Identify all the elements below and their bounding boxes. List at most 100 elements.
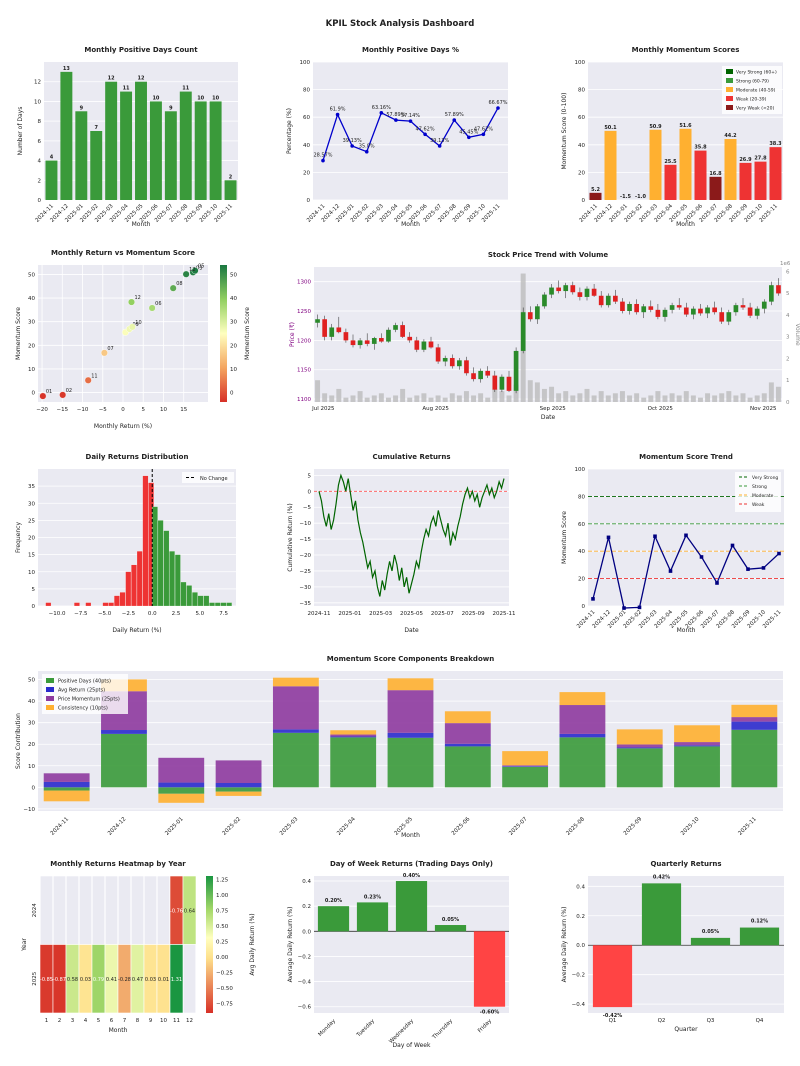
bar bbox=[739, 927, 780, 946]
volume-bar bbox=[648, 395, 654, 402]
return-vs-momentum-ytick: 10 bbox=[28, 367, 35, 373]
candle-body bbox=[322, 319, 327, 337]
ytick: 1200 bbox=[297, 338, 311, 344]
volume-bar bbox=[619, 391, 625, 402]
data-label: 50.9 bbox=[649, 124, 662, 130]
stacked-segment bbox=[330, 730, 377, 735]
candle-body bbox=[478, 370, 483, 380]
candle-body bbox=[421, 341, 427, 350]
legend-swatch bbox=[726, 69, 733, 74]
point-label: 06 bbox=[155, 301, 161, 307]
stacked-segment bbox=[43, 790, 90, 802]
data-label: 0.42% bbox=[653, 874, 670, 880]
xtick: −5.0 bbox=[98, 611, 112, 617]
candle-body bbox=[584, 288, 590, 297]
volume-bar bbox=[556, 393, 562, 402]
momentum-trend-ytick: 100 bbox=[575, 467, 586, 473]
volume-axis-label: Volume bbox=[794, 323, 800, 346]
daily-returns-dist-ytick: 35 bbox=[28, 484, 35, 490]
histogram-bin bbox=[169, 551, 175, 607]
bar bbox=[194, 101, 207, 200]
score-components-xtick: 2025-03 bbox=[279, 816, 300, 837]
histogram-bin bbox=[114, 595, 120, 607]
histogram-bin bbox=[136, 551, 143, 607]
volume-bar bbox=[662, 395, 668, 402]
daily-returns-dist-ytick: 25 bbox=[28, 518, 35, 524]
scatter-point bbox=[191, 267, 199, 275]
histogram-bin bbox=[214, 602, 221, 607]
xtick: 2025-01 bbox=[338, 611, 361, 617]
candle-body bbox=[549, 287, 554, 295]
bar bbox=[90, 131, 103, 200]
heatmap-cell-label: -0.76 bbox=[170, 908, 183, 914]
stacked-segment bbox=[43, 787, 90, 791]
data-point bbox=[423, 132, 427, 137]
candle-body bbox=[761, 301, 767, 309]
heatmap-cell-label: 0.03 bbox=[80, 977, 91, 983]
score-components-panel: Momentum Score Components Breakdown Month… bbox=[15, 655, 783, 839]
xtick: 8 bbox=[136, 1018, 140, 1024]
histogram-bin bbox=[220, 602, 227, 607]
colorbar-label: Momentum Score bbox=[244, 307, 251, 360]
stacked-segment bbox=[559, 733, 606, 738]
heatmap-cell-label: 0.58 bbox=[67, 977, 78, 983]
day-of-week-title: Day of Week Returns (Trading Days Only) bbox=[330, 860, 493, 868]
xtick: 2025-09 bbox=[462, 611, 485, 617]
cumulative-returns-title: Cumulative Returns bbox=[372, 453, 450, 461]
volume-bar bbox=[485, 397, 491, 402]
volume-bar bbox=[364, 397, 370, 402]
positive-days-pct-xlabel: Month bbox=[401, 221, 420, 228]
stacked-segment bbox=[330, 734, 377, 737]
stacked-segment bbox=[731, 729, 778, 788]
legend-swatch bbox=[46, 696, 54, 701]
cumulative-returns-ytick: −25 bbox=[299, 569, 311, 575]
scatter-point bbox=[182, 270, 190, 278]
data-label: 2 bbox=[229, 174, 233, 180]
daily-returns-dist-title: Daily Returns Distribution bbox=[86, 453, 189, 461]
data-label: 66.67% bbox=[488, 100, 507, 106]
score-components-ytick: 0 bbox=[32, 785, 36, 791]
data-point bbox=[321, 158, 325, 163]
quarterly-xlabel: Quarter bbox=[674, 1026, 698, 1033]
volume-bar bbox=[421, 393, 427, 402]
momentum-scores-title: Monthly Momentum Scores bbox=[632, 46, 740, 54]
data-point bbox=[394, 118, 398, 122]
data-label: -1.0 bbox=[635, 194, 646, 200]
stacked-segment bbox=[559, 692, 606, 706]
heatmap-cell-empty bbox=[118, 875, 132, 945]
data-label: 35.0% bbox=[359, 144, 375, 150]
quarterly-ytick: 0.0 bbox=[576, 943, 585, 949]
momentum-trend-panel: Momentum Score Trend Month Momentum Score 0… bbox=[561, 453, 784, 634]
data-point bbox=[452, 118, 457, 122]
candle-body bbox=[442, 357, 448, 362]
ytick: 1250 bbox=[297, 309, 311, 315]
xtick: 7.5 bbox=[219, 611, 228, 617]
colorbar-tick: 20 bbox=[230, 343, 237, 349]
xtick: 2024-11 bbox=[308, 611, 331, 617]
candle-body bbox=[598, 295, 604, 306]
ytick: 1100 bbox=[297, 397, 311, 403]
candle-body bbox=[513, 350, 519, 391]
colorbar-tick: −0.50 bbox=[216, 986, 233, 992]
stacked-segment bbox=[559, 737, 606, 788]
legend-swatch bbox=[726, 105, 733, 110]
price-trend-plot-area bbox=[314, 267, 782, 402]
xtick: 11 bbox=[173, 1018, 180, 1024]
volume-bar bbox=[357, 391, 363, 402]
bar bbox=[224, 180, 237, 200]
momentum-scores-ytick: 0 bbox=[582, 198, 586, 204]
trend-marker bbox=[699, 555, 704, 559]
heatmap-cell-empty bbox=[66, 875, 80, 945]
positive-days-count-title: Monthly Positive Days Count bbox=[84, 46, 198, 54]
candle-body bbox=[329, 327, 335, 337]
heatmap-cell-empty bbox=[92, 875, 106, 945]
volume-bar bbox=[733, 395, 739, 402]
positive-days-pct-ylabel: Percentage (%) bbox=[286, 108, 293, 154]
cumulative-returns-ytick: −20 bbox=[299, 553, 311, 559]
positive-days-count-ytick: 0 bbox=[38, 198, 42, 204]
positive-days-count-ytick: 8 bbox=[38, 119, 42, 125]
bar bbox=[604, 130, 617, 200]
score-components-xtick: 2025-09 bbox=[623, 816, 644, 837]
volume-bar bbox=[407, 397, 413, 402]
candle-body bbox=[648, 306, 654, 310]
